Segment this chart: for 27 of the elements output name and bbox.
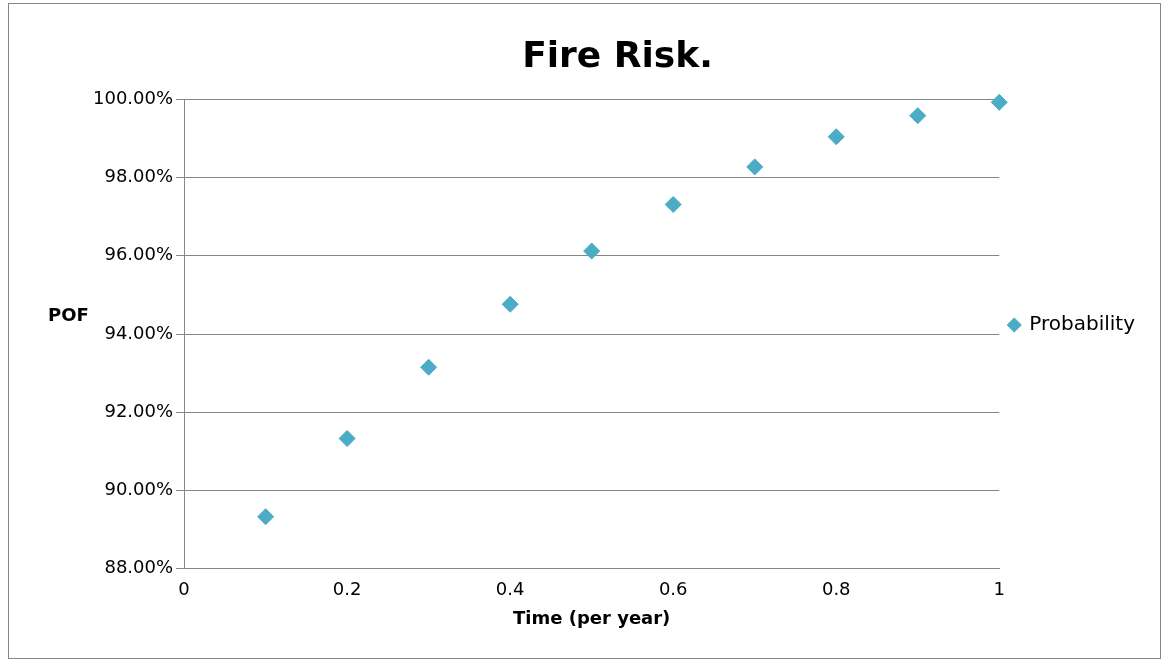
y-tick-label: 94.00% <box>104 321 174 343</box>
chart-title: Fire Risk. <box>522 33 713 75</box>
y-tick-label: 96.00% <box>104 243 174 265</box>
point <box>583 242 601 260</box>
y-axis-title: POF <box>48 303 89 325</box>
point <box>501 295 519 313</box>
y-tick-label: 100.00% <box>92 86 174 108</box>
x-tick-label: 0.6 <box>658 578 688 600</box>
x-tick-label: 0.8 <box>821 578 851 600</box>
x-tick-label: 0.2 <box>332 578 362 600</box>
y-tick-label: 98.00% <box>104 165 174 187</box>
point <box>990 93 1008 111</box>
point <box>664 195 682 213</box>
y-tick-label: 88.00% <box>104 556 174 578</box>
point <box>338 429 356 447</box>
point <box>909 107 927 125</box>
y-tick-label: 92.00% <box>104 399 174 421</box>
x-axis-title: Time (per year) <box>513 606 671 628</box>
x-tick-label: 1 <box>993 578 1005 600</box>
legend-label: Probability <box>1029 311 1136 336</box>
point <box>257 508 275 526</box>
point <box>420 358 438 376</box>
x-tick-label: 0.4 <box>495 578 525 600</box>
x-tick-label: 0 <box>178 578 190 600</box>
point <box>827 128 845 146</box>
y-tick-label: 90.00% <box>104 478 174 500</box>
point <box>746 158 764 176</box>
